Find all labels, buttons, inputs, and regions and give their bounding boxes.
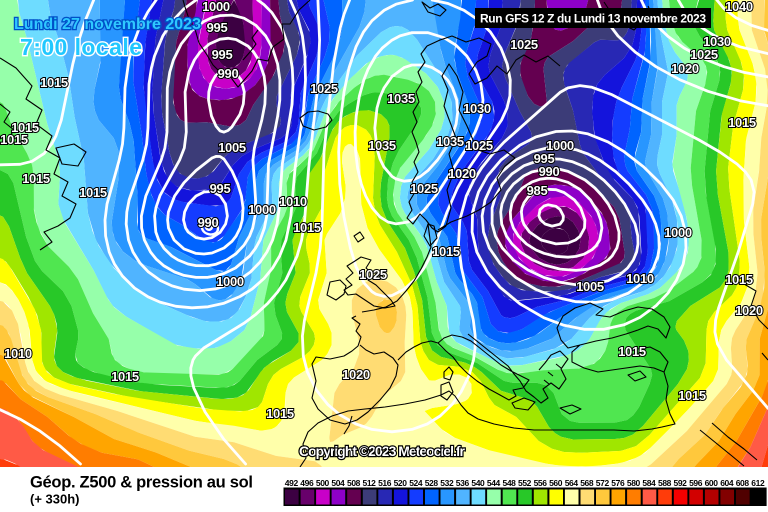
svg-text:600: 600	[705, 478, 719, 488]
svg-text:995: 995	[210, 181, 231, 196]
svg-text:1010: 1010	[279, 194, 307, 209]
svg-text:528: 528	[425, 478, 439, 488]
svg-text:Copyright ©2023 Meteociel.fr: Copyright ©2023 Meteociel.fr	[299, 443, 466, 459]
svg-text:1010: 1010	[626, 271, 654, 286]
svg-text:1015: 1015	[0, 132, 28, 147]
svg-text:1020: 1020	[448, 166, 476, 181]
svg-text:612: 612	[751, 478, 765, 488]
svg-text:995: 995	[534, 151, 555, 166]
svg-text:1020: 1020	[342, 367, 370, 382]
svg-text:Lundi 27 novembre 2023: Lundi 27 novembre 2023	[14, 16, 201, 33]
svg-text:520: 520	[394, 478, 408, 488]
svg-text:1000: 1000	[202, 0, 230, 14]
svg-text:1015: 1015	[678, 388, 706, 403]
svg-text:990: 990	[218, 66, 239, 81]
svg-text:1025: 1025	[510, 37, 538, 52]
svg-text:596: 596	[689, 478, 703, 488]
svg-text:584: 584	[642, 478, 656, 488]
svg-text:1020: 1020	[671, 61, 699, 76]
svg-text:1025: 1025	[310, 81, 338, 96]
svg-text:532: 532	[440, 478, 454, 488]
svg-text:1015: 1015	[111, 369, 139, 384]
svg-text:564: 564	[565, 478, 579, 488]
svg-text:1025: 1025	[410, 181, 438, 196]
svg-text:1015: 1015	[618, 344, 646, 359]
svg-text:1015: 1015	[11, 120, 39, 135]
svg-text:524: 524	[409, 478, 423, 488]
svg-text:556: 556	[534, 478, 548, 488]
svg-text:504: 504	[331, 478, 345, 488]
svg-text:604: 604	[720, 478, 734, 488]
svg-text:1015: 1015	[22, 171, 50, 186]
svg-text:544: 544	[487, 478, 501, 488]
svg-text:552: 552	[518, 478, 532, 488]
svg-text:1015: 1015	[725, 272, 753, 287]
svg-text:1015: 1015	[40, 75, 68, 90]
svg-text:500: 500	[316, 478, 330, 488]
svg-text:1040: 1040	[725, 0, 753, 14]
svg-text:516: 516	[378, 478, 392, 488]
svg-text:580: 580	[627, 478, 641, 488]
svg-text:492: 492	[285, 478, 299, 488]
svg-text:588: 588	[658, 478, 672, 488]
svg-text:1035: 1035	[368, 138, 396, 153]
svg-text:1010: 1010	[4, 346, 32, 361]
svg-text:508: 508	[347, 478, 361, 488]
svg-text:1005: 1005	[576, 279, 604, 294]
svg-text:1030: 1030	[463, 101, 491, 116]
svg-text:608: 608	[736, 478, 750, 488]
svg-text:560: 560	[549, 478, 563, 488]
svg-text:1015: 1015	[728, 115, 756, 130]
svg-text:540: 540	[471, 478, 485, 488]
svg-text:995: 995	[212, 47, 233, 62]
svg-text:1000: 1000	[248, 202, 276, 217]
svg-text:568: 568	[580, 478, 594, 488]
svg-text:990: 990	[198, 215, 219, 230]
svg-text:1015: 1015	[266, 406, 294, 421]
svg-text:1030: 1030	[703, 34, 731, 49]
svg-text:512: 512	[363, 478, 377, 488]
svg-text:572: 572	[596, 478, 610, 488]
svg-text:1015: 1015	[79, 185, 107, 200]
svg-text:(+ 330h): (+ 330h)	[30, 492, 80, 507]
svg-text:548: 548	[503, 478, 517, 488]
svg-text:1015: 1015	[293, 220, 321, 235]
svg-text:1015: 1015	[432, 244, 460, 259]
svg-text:995: 995	[207, 20, 228, 35]
svg-text:Run GFS 12 Z du Lundi 13 novem: Run GFS 12 Z du Lundi 13 novembre 2023	[480, 12, 706, 26]
svg-text:1000: 1000	[216, 274, 244, 289]
svg-text:985: 985	[527, 183, 548, 198]
svg-text:1025: 1025	[690, 47, 718, 62]
svg-text:7:00 locale: 7:00 locale	[20, 34, 142, 60]
svg-text:1035: 1035	[436, 134, 464, 149]
svg-text:1000: 1000	[664, 225, 692, 240]
svg-text:496: 496	[300, 478, 314, 488]
svg-text:1005: 1005	[218, 140, 246, 155]
svg-text:Géop. Z500 & pression au sol: Géop. Z500 & pression au sol	[30, 474, 253, 492]
svg-text:1025: 1025	[359, 267, 387, 282]
svg-text:592: 592	[674, 478, 688, 488]
svg-text:576: 576	[611, 478, 625, 488]
svg-text:990: 990	[539, 164, 560, 179]
svg-text:1035: 1035	[387, 91, 415, 106]
svg-text:1020: 1020	[735, 303, 763, 318]
svg-text:1025: 1025	[465, 138, 493, 153]
svg-text:536: 536	[456, 478, 470, 488]
svg-text:1000: 1000	[546, 138, 574, 153]
